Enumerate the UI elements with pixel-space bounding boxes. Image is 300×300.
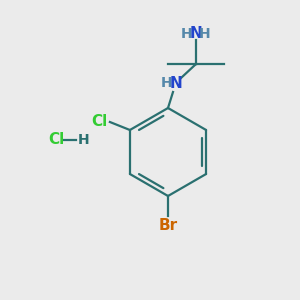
Text: H: H [199, 27, 211, 41]
Text: H: H [181, 27, 193, 41]
Text: Br: Br [158, 218, 178, 233]
Text: Cl: Cl [92, 115, 108, 130]
Text: H: H [78, 133, 90, 147]
Text: N: N [169, 76, 182, 91]
Text: N: N [190, 26, 202, 41]
Text: H: H [161, 76, 173, 90]
Text: Cl: Cl [48, 133, 64, 148]
